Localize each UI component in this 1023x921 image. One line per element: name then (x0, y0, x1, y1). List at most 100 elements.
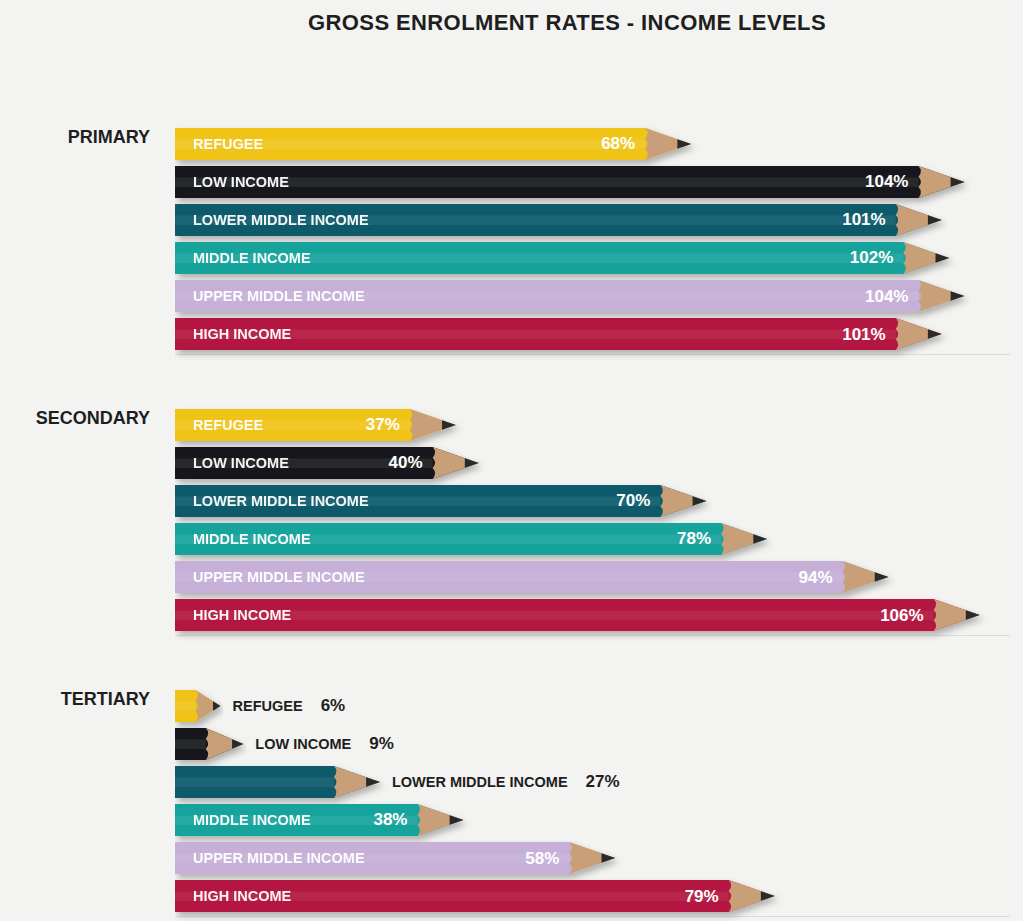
pencil-wood (195, 690, 220, 722)
pencil-wood (433, 447, 479, 479)
pencil (175, 804, 463, 836)
axis-line (176, 916, 1011, 917)
series-label: HIGH INCOME (193, 326, 292, 342)
pencil (175, 409, 456, 441)
series-label: LOW INCOME (193, 174, 289, 190)
bar (175, 485, 706, 517)
pencil-lead (951, 177, 965, 187)
x-axis (176, 635, 1011, 636)
pencil (175, 690, 221, 722)
series-label: LOWER MIDDLE INCOME (193, 212, 369, 228)
bar (175, 447, 479, 479)
data-label: 68% (601, 134, 635, 153)
pencil-lead (450, 815, 464, 825)
series-label: LOW INCOME (193, 455, 289, 471)
pencil (175, 561, 889, 593)
pencil-lead (213, 701, 221, 711)
pencil (175, 728, 243, 760)
bar (175, 242, 949, 274)
pencil (175, 166, 964, 198)
pencil-facet (175, 740, 206, 750)
series-label: REFUGEE (193, 417, 263, 433)
data-label: 102% (850, 248, 893, 267)
pencil-wood (410, 409, 456, 441)
pencil-lead (966, 610, 980, 620)
pencil-lead (753, 534, 767, 544)
category-label: TERTIARY (61, 689, 150, 709)
pencil-wood (934, 599, 980, 631)
pencil-wood (918, 166, 964, 198)
pencil (175, 523, 767, 555)
bar (175, 409, 456, 441)
pencil-facet (175, 778, 334, 788)
bar (175, 804, 463, 836)
bar (175, 690, 221, 722)
chart-title: GROSS ENROLMENT RATES - INCOME LEVELS (308, 10, 826, 35)
pencil-lead (601, 853, 615, 863)
x-axis (176, 354, 1011, 355)
pencil-facet (175, 701, 195, 711)
data-label: 106% (880, 606, 923, 625)
bar (175, 318, 942, 350)
series-label: MIDDLE INCOME (193, 812, 311, 828)
pencil-lead (951, 291, 965, 301)
pencil-lead (761, 891, 775, 901)
bar (175, 599, 980, 631)
data-label: 58% (525, 849, 559, 868)
data-label: 40% (389, 453, 423, 472)
pencil-wood (729, 880, 775, 912)
data-label: 104% (865, 172, 908, 191)
chart-svg: GROSS ENROLMENT RATES - INCOME LEVELS PRI… (0, 0, 1023, 921)
series-label: MIDDLE INCOME (193, 250, 311, 266)
series-label: UPPER MIDDLE INCOME (193, 288, 365, 304)
pencil-lead (677, 139, 691, 149)
data-label: 37% (366, 415, 400, 434)
bar (175, 128, 691, 160)
pencil-wood (903, 242, 949, 274)
pencil-lead (232, 739, 243, 749)
pencil (175, 242, 949, 274)
bar (175, 880, 775, 912)
category-label: PRIMARY (68, 127, 150, 147)
chart-container: GROSS ENROLMENT RATES - INCOME LEVELS PRI… (0, 0, 1023, 921)
pencil (175, 447, 479, 479)
series-label: REFUGEE (193, 136, 263, 152)
bar (175, 280, 964, 312)
pencil-lead (693, 496, 707, 506)
series-label: HIGH INCOME (193, 888, 292, 904)
pencil-lead (928, 215, 942, 225)
series-label: REFUGEE (233, 698, 303, 714)
data-label: 101% (842, 325, 885, 344)
bar (175, 561, 889, 593)
pencil-wood (334, 766, 380, 798)
pencil-lead (366, 777, 380, 787)
pencil-wood (896, 204, 942, 236)
series-label: MIDDLE INCOME (193, 531, 311, 547)
data-label: 101% (842, 210, 885, 229)
data-label: 38% (373, 810, 407, 829)
pencil (175, 318, 942, 350)
series-label: HIGH INCOME (193, 607, 292, 623)
series-label: UPPER MIDDLE INCOME (193, 569, 365, 585)
pencil-wood (569, 842, 615, 874)
pencil-wood (417, 804, 463, 836)
series-label: LOWER MIDDLE INCOME (193, 493, 369, 509)
pencil (175, 599, 980, 631)
pencil (175, 204, 942, 236)
bars (175, 128, 980, 912)
pencil-lead (442, 420, 456, 430)
pencil (175, 485, 706, 517)
bar (175, 728, 243, 760)
x-axis (176, 916, 1011, 917)
data-label: 104% (865, 287, 908, 306)
data-label: 27% (586, 772, 620, 791)
pencil-wood (721, 523, 767, 555)
axis-line (176, 354, 1011, 355)
data-label: 78% (677, 529, 711, 548)
pencil-wood (645, 128, 691, 160)
labels: REFUGEE 68% LOW INCOME 104% LOWER MIDDLE INC… (193, 134, 924, 905)
pencil-wood (843, 561, 889, 593)
series-label: UPPER MIDDLE INCOME (193, 850, 365, 866)
bar (175, 766, 380, 798)
data-label: 94% (799, 568, 833, 587)
